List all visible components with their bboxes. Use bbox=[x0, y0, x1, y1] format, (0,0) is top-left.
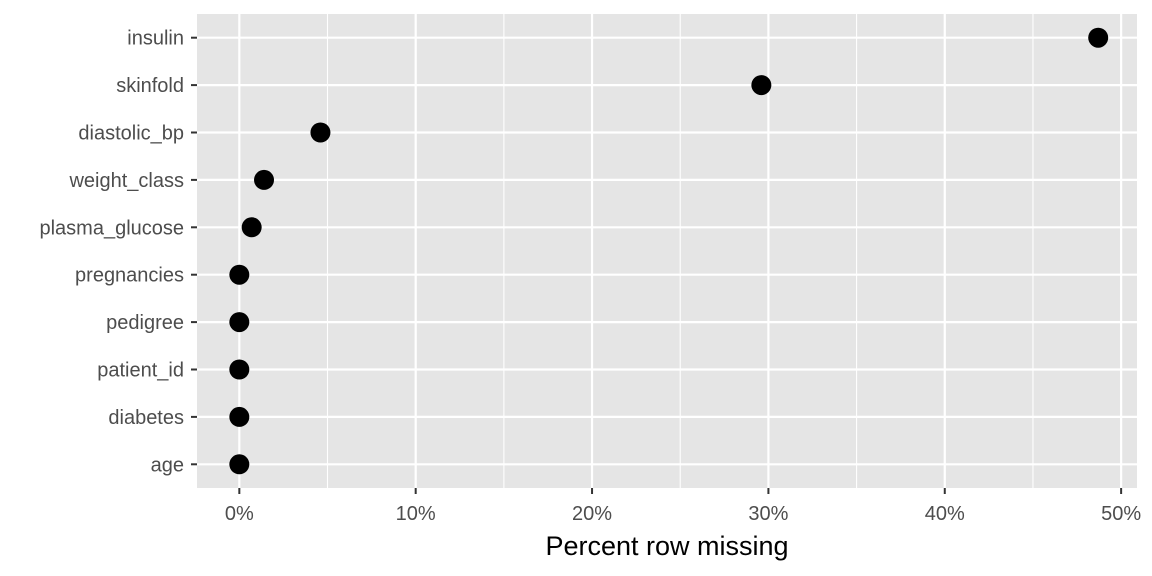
data-point-insulin bbox=[1088, 27, 1109, 48]
y-tick-label: insulin bbox=[127, 28, 184, 50]
data-point-pregnancies bbox=[229, 264, 250, 285]
x-tick-label: 50% bbox=[1101, 503, 1141, 525]
y-axis: insulin skinfold diastolic_bp weight_classp… bbox=[39, 28, 197, 476]
x-tick-label: 40% bbox=[925, 503, 965, 525]
y-tick-label: age bbox=[151, 454, 184, 476]
x-tick-label: 20% bbox=[572, 503, 612, 525]
data-point-weight_class bbox=[254, 169, 275, 190]
major-gridlines bbox=[197, 14, 1137, 488]
y-tick-label: pregnancies bbox=[75, 265, 184, 287]
x-tick-label: 30% bbox=[748, 503, 788, 525]
data-point-diastolic_bp bbox=[310, 122, 331, 143]
y-tick-label: pedigree bbox=[106, 312, 184, 334]
data-point-plasma_glucose bbox=[241, 217, 262, 238]
data-point-skinfold bbox=[751, 75, 772, 96]
data-point-diabetes bbox=[229, 406, 250, 427]
y-tick-label: plasma_glucose bbox=[39, 217, 184, 239]
y-tick-label: weight_class bbox=[68, 170, 184, 192]
y-tick-label: skinfold bbox=[116, 75, 184, 97]
x-axis-title: Percent row missing bbox=[545, 531, 788, 561]
x-axis: 0% 10% 20% 30% 40% 50% bbox=[225, 488, 1141, 525]
data-point-patient_id bbox=[229, 359, 250, 380]
data-points bbox=[229, 27, 1109, 475]
minor-gridlines bbox=[326, 14, 1034, 488]
y-tick-label: diabetes bbox=[108, 407, 184, 429]
y-tick-label: diastolic_bp bbox=[78, 123, 184, 145]
plot-panel bbox=[197, 14, 1137, 488]
data-point-pedigree bbox=[229, 312, 250, 333]
y-tick-label: patient_id bbox=[97, 360, 184, 382]
data-point-age bbox=[229, 454, 250, 475]
x-tick-label: 0% bbox=[225, 503, 254, 525]
x-tick-label: 10% bbox=[396, 503, 436, 525]
